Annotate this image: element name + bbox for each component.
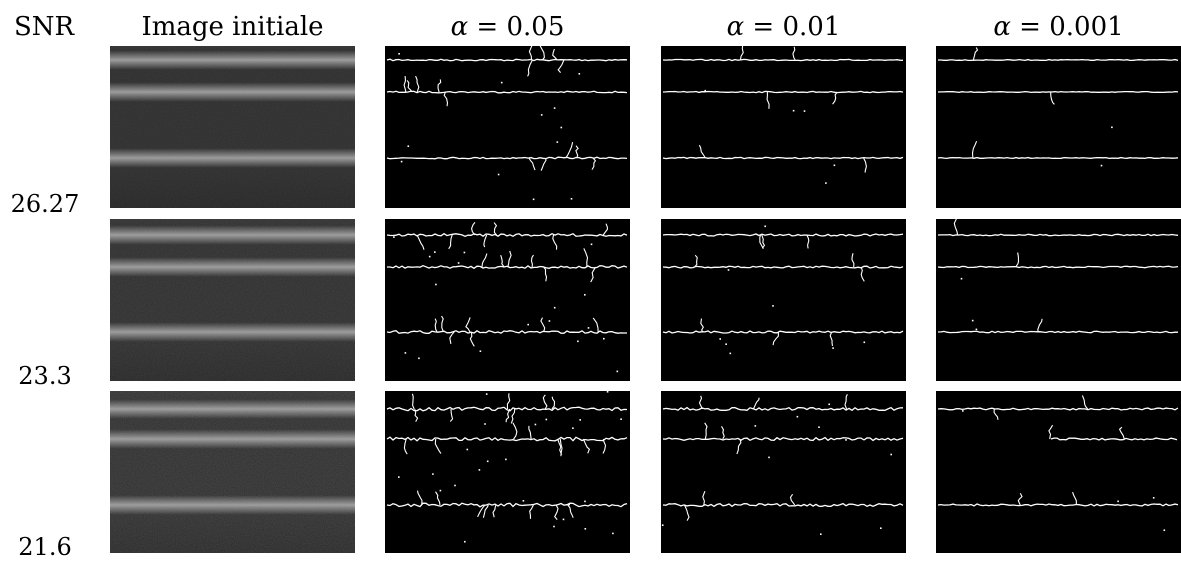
alpha-value: 0.001 bbox=[1049, 12, 1124, 42]
snr-label-row-3: 21.6 bbox=[18, 533, 72, 561]
initial-image-row-3 bbox=[110, 391, 355, 553]
snr-label-row-1: 26.27 bbox=[10, 190, 80, 218]
initial-image-row-1 bbox=[110, 46, 355, 208]
alpha-value: 0.05 bbox=[506, 12, 565, 42]
detection-image-row-2-alpha-1 bbox=[385, 219, 630, 381]
header-alpha-3: α = 0.001 bbox=[993, 12, 1124, 42]
detection-image-row-1-alpha-1 bbox=[385, 46, 630, 208]
detection-image-row-2-alpha-2 bbox=[661, 219, 906, 381]
detection-image-row-1-alpha-2 bbox=[661, 46, 906, 208]
header-alpha-2: α = 0.01 bbox=[726, 12, 841, 42]
detection-image-row-3-alpha-1 bbox=[385, 391, 630, 553]
detection-image-row-3-alpha-3 bbox=[936, 391, 1181, 553]
header-alpha-1: α = 0.05 bbox=[450, 12, 565, 42]
alpha-symbol: α bbox=[726, 12, 745, 42]
alpha-symbol: α bbox=[450, 12, 469, 42]
detection-image-row-3-alpha-2 bbox=[661, 391, 906, 553]
detection-image-row-1-alpha-3 bbox=[936, 46, 1181, 208]
initial-image-row-2 bbox=[110, 219, 355, 381]
alpha-symbol: α bbox=[993, 12, 1011, 42]
snr-label-row-2: 23.3 bbox=[18, 362, 72, 390]
alpha-value: 0.01 bbox=[782, 12, 841, 42]
detection-image-row-2-alpha-3 bbox=[936, 219, 1181, 381]
header-initial-image: Image initiale bbox=[141, 12, 324, 42]
header-snr: SNR bbox=[14, 12, 75, 42]
